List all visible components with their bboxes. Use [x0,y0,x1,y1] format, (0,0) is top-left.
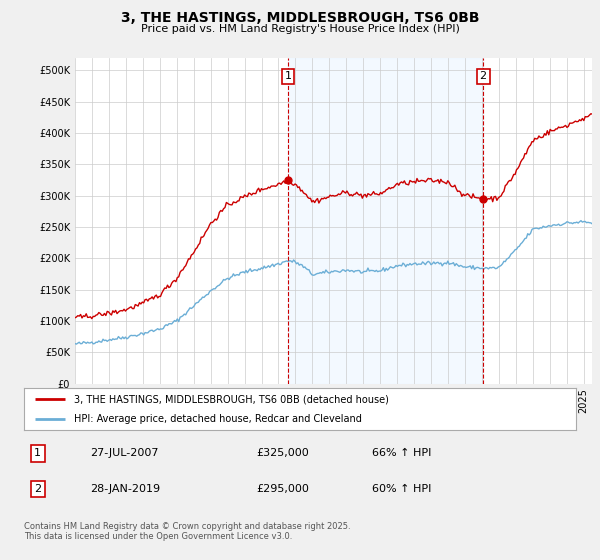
Text: £295,000: £295,000 [256,484,309,494]
Text: 1: 1 [284,72,292,82]
Text: HPI: Average price, detached house, Redcar and Cleveland: HPI: Average price, detached house, Redc… [74,414,362,424]
Text: 2: 2 [34,484,41,494]
Text: £325,000: £325,000 [256,449,308,458]
Text: 3, THE HASTINGS, MIDDLESBROUGH, TS6 0BB: 3, THE HASTINGS, MIDDLESBROUGH, TS6 0BB [121,11,479,25]
Text: 60% ↑ HPI: 60% ↑ HPI [372,484,431,494]
Text: 3, THE HASTINGS, MIDDLESBROUGH, TS6 0BB (detached house): 3, THE HASTINGS, MIDDLESBROUGH, TS6 0BB … [74,394,389,404]
Text: 1: 1 [34,449,41,458]
Bar [288,58,483,384]
Text: 27-JUL-2007: 27-JUL-2007 [90,449,159,458]
Text: Contains HM Land Registry data © Crown copyright and database right 2025.
This d: Contains HM Land Registry data © Crown c… [24,522,350,542]
Text: 28-JAN-2019: 28-JAN-2019 [90,484,160,494]
Text: 66% ↑ HPI: 66% ↑ HPI [372,449,431,458]
Text: Price paid vs. HM Land Registry's House Price Index (HPI): Price paid vs. HM Land Registry's House … [140,24,460,34]
Text: 2: 2 [479,72,487,82]
